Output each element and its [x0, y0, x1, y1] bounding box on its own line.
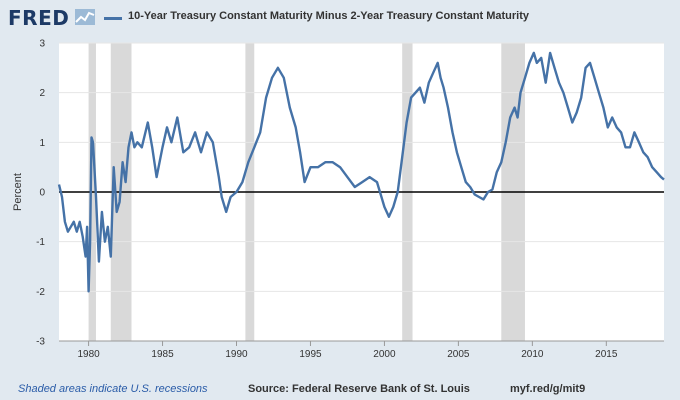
- legend-label[interactable]: 10-Year Treasury Constant Maturity Minus…: [128, 10, 530, 22]
- spread-line[interactable]: [57, 51, 665, 293]
- legend-swatch: [104, 17, 122, 20]
- y-axis-ticks: -3 -2 -1 0 1 2 3: [36, 39, 45, 348]
- y-tick-label: -1: [36, 237, 45, 248]
- x-tick-label: 1990: [225, 349, 248, 360]
- x-tick-label: 2015: [595, 349, 618, 360]
- x-tick-label: 2010: [521, 349, 544, 360]
- chart-header: FRED 10-Year Treasury Constant Maturity …: [0, 0, 680, 36]
- fred-logo[interactable]: FRED: [8, 6, 70, 30]
- x-tick-label: 2000: [373, 349, 396, 360]
- y-tick-label: 1: [39, 138, 45, 149]
- x-tick-label: 1980: [77, 349, 100, 360]
- y-axis-label: Percent: [12, 173, 24, 211]
- x-axis-ticks: 1980 1985 1990 1995 2000 2005 2010 2015: [59, 340, 664, 360]
- y-tick-label: 3: [39, 39, 45, 50]
- recession-note: Shaded areas indicate U.S. recessions: [18, 383, 208, 395]
- x-tick-label: 1985: [151, 349, 174, 360]
- source-text: Source: Federal Reserve Bank of St. Loui…: [248, 383, 470, 395]
- y-tick-label: 0: [39, 188, 45, 199]
- x-tick-label: 2005: [447, 349, 470, 360]
- y-tick-label: 2: [39, 88, 45, 99]
- y-tick-label: -2: [36, 287, 45, 298]
- chart-footer: Shaded areas indicate U.S. recessions So…: [0, 382, 680, 400]
- x-tick-label: 1995: [299, 349, 322, 360]
- short-link[interactable]: myf.red/g/mit9: [510, 383, 586, 395]
- y-tick-label: -3: [36, 337, 45, 348]
- chart-line-icon: [75, 9, 95, 25]
